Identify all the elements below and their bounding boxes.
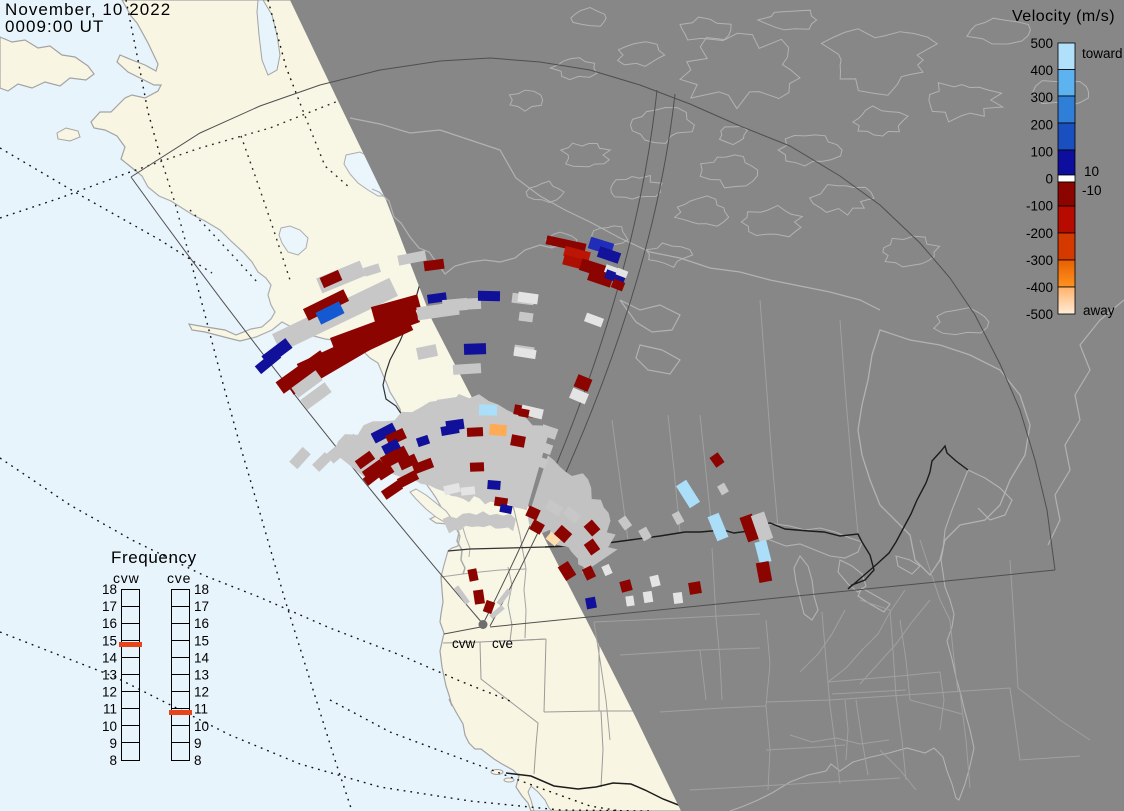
svg-text:15: 15 — [194, 633, 209, 648]
svg-text:cve: cve — [167, 570, 191, 586]
svg-text:16: 16 — [102, 616, 117, 631]
svg-text:13: 13 — [194, 668, 209, 683]
svg-text:14: 14 — [102, 650, 118, 665]
svg-text:300: 300 — [1030, 90, 1053, 105]
svg-text:9: 9 — [109, 736, 117, 751]
svg-text:-100: -100 — [1026, 199, 1053, 214]
svg-text:10: 10 — [1084, 164, 1099, 179]
svg-text:11: 11 — [103, 702, 117, 717]
svg-text:8: 8 — [194, 753, 202, 768]
svg-text:400: 400 — [1030, 63, 1053, 78]
svg-text:-500: -500 — [1026, 307, 1053, 322]
svg-text:18: 18 — [102, 582, 117, 597]
svg-text:14: 14 — [194, 650, 210, 665]
svg-text:100: 100 — [1030, 144, 1053, 159]
svg-text:18: 18 — [194, 582, 209, 597]
svg-text:cve: cve — [492, 636, 513, 651]
svg-text:13: 13 — [102, 668, 117, 683]
svg-text:12: 12 — [102, 685, 117, 700]
svg-text:12: 12 — [194, 685, 209, 700]
svg-text:500: 500 — [1030, 36, 1053, 51]
svg-text:0009:00 UT: 0009:00 UT — [5, 17, 104, 36]
svg-text:-300: -300 — [1026, 253, 1053, 268]
svg-text:0: 0 — [1045, 172, 1053, 187]
svg-text:200: 200 — [1030, 117, 1053, 132]
svg-text:10: 10 — [102, 719, 117, 734]
svg-text:toward: toward — [1082, 46, 1123, 61]
svg-text:away: away — [1083, 303, 1115, 318]
svg-text:November, 10 2022: November, 10 2022 — [5, 0, 171, 19]
svg-text:17: 17 — [102, 599, 117, 614]
svg-text:-200: -200 — [1026, 226, 1053, 241]
svg-text:16: 16 — [194, 616, 209, 631]
svg-text:Velocity (m/s): Velocity (m/s) — [1012, 8, 1115, 25]
svg-text:Frequency: Frequency — [111, 548, 197, 567]
svg-text:15: 15 — [102, 633, 117, 648]
svg-text:8: 8 — [109, 753, 117, 768]
svg-text:17: 17 — [194, 599, 209, 614]
svg-text:9: 9 — [194, 736, 202, 751]
svg-text:cvw: cvw — [452, 636, 476, 651]
svg-text:-10: -10 — [1082, 183, 1102, 198]
svg-text:11: 11 — [194, 702, 208, 717]
svg-text:10: 10 — [194, 719, 209, 734]
svg-text:-400: -400 — [1026, 280, 1053, 295]
svg-text:cvw: cvw — [113, 570, 140, 586]
